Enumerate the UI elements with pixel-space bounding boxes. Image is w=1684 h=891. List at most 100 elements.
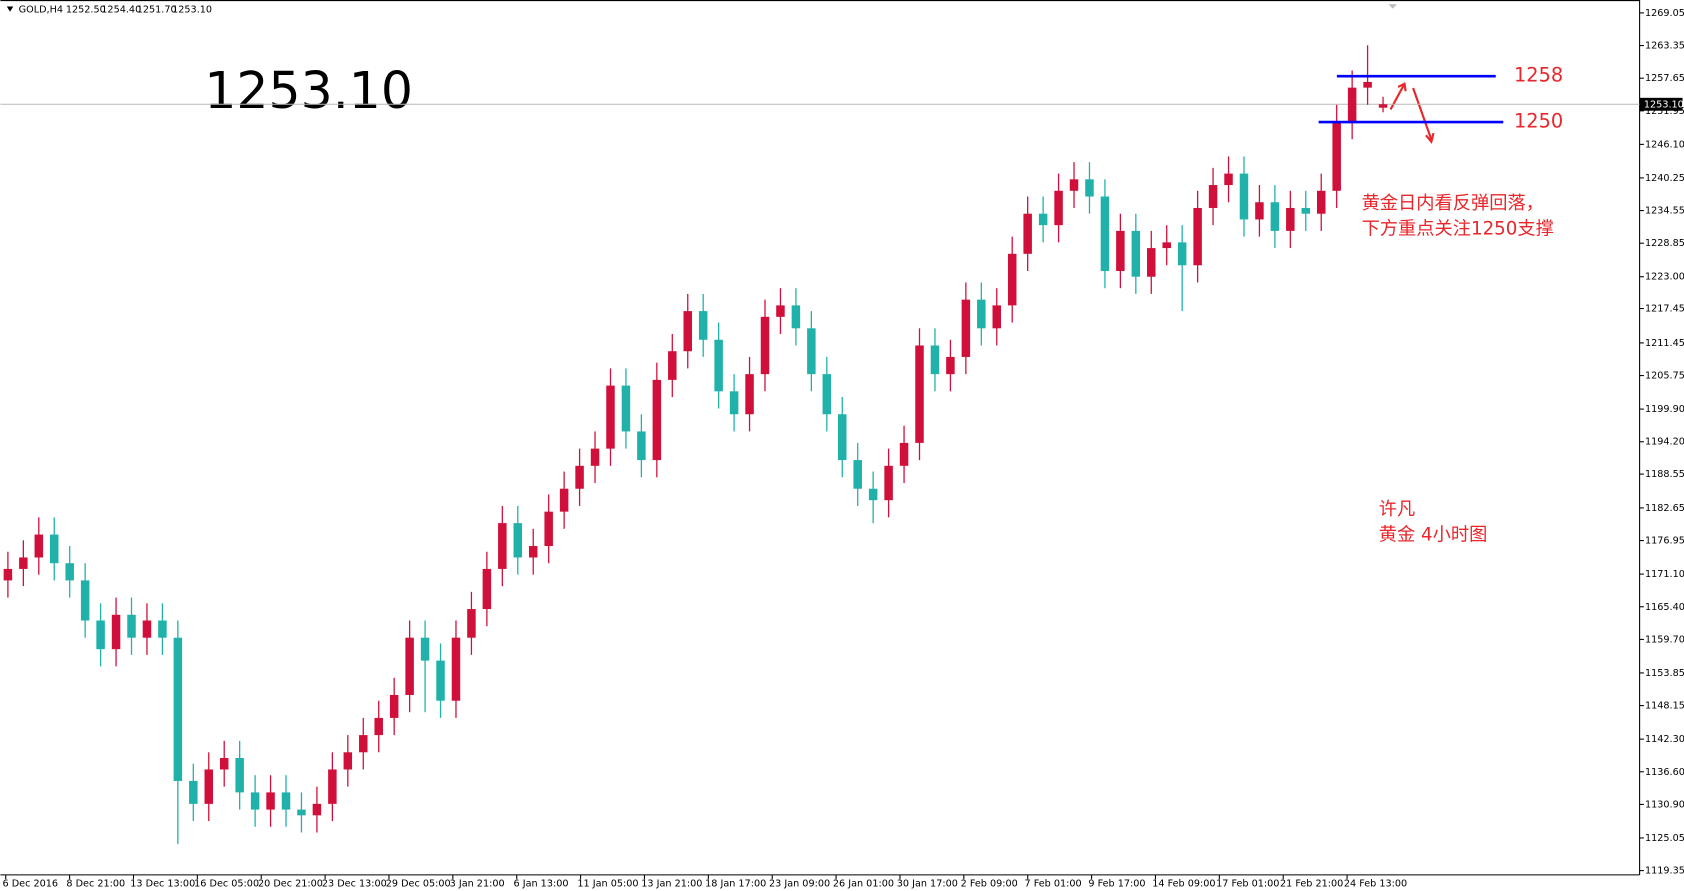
x-tick-label: 16 Dec 05:00 — [194, 878, 259, 889]
candle-body — [868, 488, 878, 501]
candle-body — [359, 735, 368, 753]
symbol-label: GOLD,H4 — [19, 5, 63, 16]
candle-body — [915, 345, 924, 443]
price-label-box — [1639, 97, 1683, 111]
x-tick-label: 6 Jan 13:00 — [514, 878, 569, 889]
candle-body — [1131, 230, 1141, 277]
candle-body — [559, 488, 569, 512]
candle-body — [3, 568, 13, 581]
candle-body — [652, 379, 662, 461]
candle-body — [173, 637, 183, 781]
candle-body — [297, 809, 306, 816]
y-tick-label: 1188.55 — [1645, 469, 1684, 480]
y-tick-label: 1251.95 — [1645, 106, 1684, 117]
candle-body — [1239, 173, 1249, 220]
candle-body — [637, 431, 646, 461]
candle-body — [1286, 207, 1295, 231]
y-tick-label: 1240.25 — [1645, 173, 1684, 184]
candle-body — [1193, 207, 1202, 266]
header-close: 1253.10 — [172, 5, 212, 16]
author-note: 许凡 — [1379, 499, 1415, 520]
x-tick-label: 13 Dec 13:00 — [130, 878, 195, 889]
y-tick-label: 1153.85 — [1645, 668, 1684, 679]
candle-body — [729, 391, 739, 415]
candle-body — [1378, 104, 1388, 108]
candle-body — [575, 465, 584, 489]
x-tick-label: 3 Jan 21:00 — [450, 878, 505, 889]
y-tick-label: 1182.65 — [1645, 503, 1684, 514]
candle-body — [343, 752, 353, 770]
header-open: 1252.50 — [66, 5, 106, 16]
candle-body — [127, 614, 136, 638]
candle-body — [513, 523, 523, 558]
candle-body — [312, 803, 322, 816]
y-tick-label: 1257.65 — [1645, 73, 1684, 84]
candle-body — [1177, 242, 1187, 266]
x-tick-label: 29 Dec 05:00 — [386, 878, 451, 889]
x-tick-label: 13 Jan 21:00 — [641, 878, 702, 889]
candle-body — [776, 305, 785, 317]
candle-body — [420, 637, 430, 661]
x-tick-label: 26 Jan 01:00 — [833, 878, 894, 889]
candle-body — [930, 345, 940, 375]
y-tick-label: 1165.40 — [1645, 602, 1684, 613]
x-tick-label: 17 Feb 01:00 — [1216, 878, 1279, 889]
candle-body — [528, 546, 538, 558]
candle-body — [405, 637, 414, 695]
candle-body — [96, 620, 105, 650]
candle-body — [19, 557, 28, 569]
y-tick-label: 1159.70 — [1645, 634, 1684, 645]
x-tick-label: 9 Feb 17:00 — [1088, 878, 1145, 889]
candle-body — [235, 758, 244, 793]
candle-body — [807, 328, 816, 375]
y-tick-label: 1194.20 — [1645, 437, 1684, 448]
chart-note: 黄金 4小时图 — [1379, 525, 1488, 546]
candle-body — [142, 620, 152, 638]
candle-body — [1100, 196, 1110, 272]
y-tick-label: 1211.45 — [1645, 338, 1684, 349]
candle-body — [158, 620, 167, 638]
candle-body — [451, 637, 461, 701]
y-tick-label: 1176.95 — [1645, 536, 1684, 547]
candle-body — [791, 305, 801, 329]
header-low: 1251.70 — [137, 5, 177, 16]
y-tick-label: 1171.10 — [1645, 569, 1684, 580]
candle-body — [1069, 179, 1079, 191]
candle-body — [436, 660, 445, 701]
candle-body — [714, 339, 723, 392]
candle-body — [946, 356, 955, 375]
candle-body — [606, 385, 615, 449]
y-tick-label: 1269.05 — [1645, 8, 1684, 19]
candle-body — [482, 568, 492, 610]
y-tick-label: 1125.05 — [1645, 833, 1684, 844]
candle-body — [899, 442, 909, 466]
candle-body — [1208, 185, 1218, 208]
candle-body — [467, 609, 476, 638]
candle-body — [1347, 87, 1357, 123]
candle-body — [65, 563, 74, 581]
candle-body — [281, 792, 291, 810]
candle-body — [1038, 213, 1048, 226]
candle-body — [992, 305, 1002, 329]
shift-marker — [1388, 4, 1397, 9]
level-label: 1258 — [1514, 64, 1563, 87]
big-price: 1253.10 — [204, 61, 413, 120]
candle-body — [1054, 190, 1063, 226]
candle-body — [1363, 81, 1372, 88]
candle-body — [822, 374, 832, 415]
candle-body — [1270, 202, 1280, 231]
candle-body — [189, 780, 198, 804]
candle-body — [884, 465, 893, 501]
y-tick-label: 1119.35 — [1645, 866, 1684, 877]
x-tick-label: 23 Dec 13:00 — [322, 878, 387, 889]
x-tick-label: 14 Feb 09:00 — [1152, 878, 1215, 889]
y-tick-label: 1217.45 — [1645, 304, 1684, 315]
arrow-up — [1389, 82, 1407, 111]
y-tick-label: 1142.30 — [1645, 734, 1684, 745]
y-tick-label: 1228.85 — [1645, 238, 1684, 249]
x-tick-label: 6 Dec 2016 — [3, 878, 59, 889]
candle-body — [760, 316, 770, 375]
candle-body — [219, 758, 229, 770]
y-tick-label: 1205.75 — [1645, 371, 1684, 382]
